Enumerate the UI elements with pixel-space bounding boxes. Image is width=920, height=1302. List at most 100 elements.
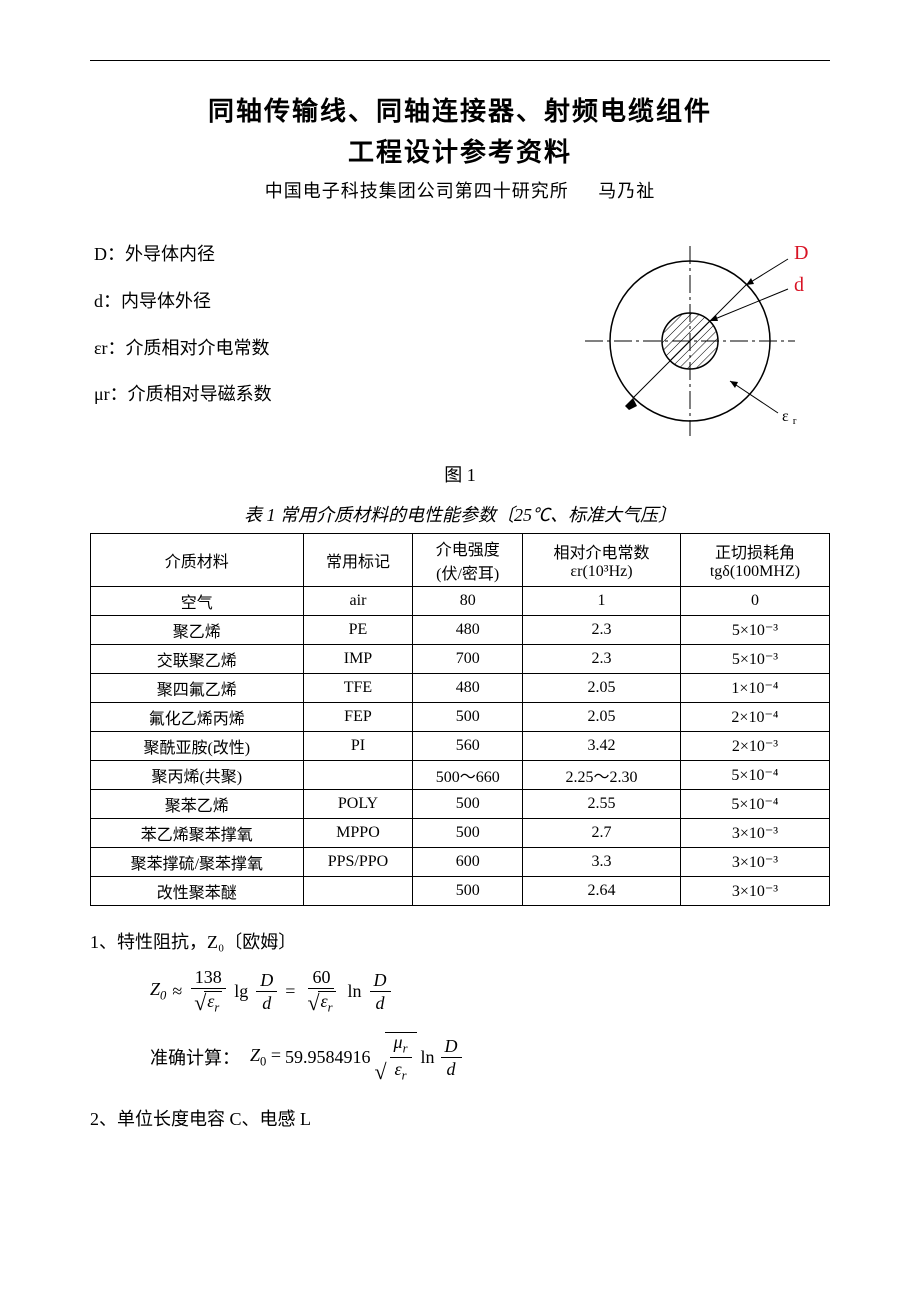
table-cell: 2.64 <box>523 877 681 906</box>
table-cell: 500 <box>413 703 523 732</box>
table-cell: 560 <box>413 732 523 761</box>
def-d: d：内导体外径 <box>94 278 570 325</box>
coax-diagram: D d ε r <box>570 231 830 451</box>
table-row: 聚苯撑硫/聚苯撑氧PPS/PPO6003.33×10⁻³ <box>91 848 830 877</box>
diagram-label-er: ε r <box>782 408 797 427</box>
table-cell: 3×10⁻³ <box>680 848 829 877</box>
table-cell: 2.05 <box>523 703 681 732</box>
fe-d: d <box>443 1058 460 1078</box>
table-cell: 5×10⁻⁴ <box>680 790 829 819</box>
th-ds-b: (伏/密耳) <box>417 560 518 584</box>
table-cell: 2.25～2.30 <box>523 761 681 790</box>
section-2: 2、单位长度电容 C、电感 L <box>90 1105 830 1131</box>
figure-caption: 图 1 <box>90 461 830 487</box>
f1-ln: ln <box>348 981 362 1002</box>
th-material: 介质材料 <box>91 534 304 587</box>
table-row: 改性聚苯醚5002.643×10⁻³ <box>91 877 830 906</box>
th-tg-b: tgδ(100MHZ) <box>685 563 825 581</box>
table-cell: 聚苯撑硫/聚苯撑氧 <box>91 848 304 877</box>
table-row: 空气air8010 <box>91 587 830 616</box>
table-cell: 5×10⁻⁴ <box>680 761 829 790</box>
exact-label: 准确计算： <box>150 1044 240 1070</box>
f1-60: 60 <box>308 968 334 989</box>
table-cell: 2.05 <box>523 674 681 703</box>
affiliation-line: 中国电子科技集团公司第四十研究所 马乃祉 <box>90 177 830 203</box>
definitions: D：外导体内径 d：内导体外径 εr：介质相对介电常数 μr：介质相对导磁系数 <box>90 231 570 418</box>
table-cell <box>303 877 413 906</box>
table-cell: 2.55 <box>523 790 681 819</box>
th-dielectric-strength: 介电强度 (伏/密耳) <box>413 534 523 587</box>
table-row: 聚苯乙烯POLY5002.555×10⁻⁴ <box>91 790 830 819</box>
th-tgd: 正切损耗角 tgδ(100MHZ) <box>680 534 829 587</box>
f1-138: 138 <box>191 968 226 989</box>
table-row: 聚丙烯(共聚) 500～6602.25～2.305×10⁻⁴ <box>91 761 830 790</box>
table-cell: 聚丙烯(共聚) <box>91 761 304 790</box>
author: 马乃祉 <box>598 181 655 201</box>
f1-lhs: Z0 <box>150 979 166 1004</box>
table-cell: 氟化乙烯丙烯 <box>91 703 304 732</box>
section-1: 1、特性阻抗，Z₀〔欧姆〕 <box>90 928 830 954</box>
table-cell: 聚酰亚胺(改性) <box>91 732 304 761</box>
f1-D: D <box>256 971 277 992</box>
table-cell: 3.3 <box>523 848 681 877</box>
table-cell: POLY <box>303 790 413 819</box>
diagram-label-D: D <box>794 242 808 264</box>
table-row: 氟化乙烯丙烯FEP5002.052×10⁻⁴ <box>91 703 830 732</box>
table-cell: 苯乙烯聚苯撑氧 <box>91 819 304 848</box>
f1-lg: lg <box>234 981 248 1002</box>
formula-z0-approx: Z0 ≈ 138 √εr lg D d = 60 √εr ln <box>150 968 830 1014</box>
th-er-a: 相对介电常数 <box>527 539 676 563</box>
table-cell: MPPO <box>303 819 413 848</box>
th-er: 相对介电常数 εr(10³Hz) <box>523 534 681 587</box>
table-cell: 2×10⁻⁴ <box>680 703 829 732</box>
table-cell: 聚乙烯 <box>91 616 304 645</box>
fe-D: D <box>441 1037 462 1058</box>
table-cell: 2.3 <box>523 616 681 645</box>
table-cell: 480 <box>413 674 523 703</box>
table-cell: 2.7 <box>523 819 681 848</box>
th-mark: 常用标记 <box>303 534 413 587</box>
table-cell <box>303 761 413 790</box>
th-er-b: εr(10³Hz) <box>527 563 676 581</box>
table-cell: 500～660 <box>413 761 523 790</box>
fe-ln: ln <box>421 1047 435 1068</box>
f1-d2: d <box>372 992 389 1012</box>
top-rule <box>90 60 830 61</box>
table-cell: 2×10⁻³ <box>680 732 829 761</box>
table-row: 交联聚乙烯IMP7002.35×10⁻³ <box>91 645 830 674</box>
table-cell: air <box>303 587 413 616</box>
table-row: 聚四氟乙烯TFE4802.051×10⁻⁴ <box>91 674 830 703</box>
table-cell: 500 <box>413 790 523 819</box>
formula-z0-exact: 准确计算： Z0 = 59.9584916 √ μr εr ln D d <box>150 1032 830 1082</box>
table-cell: 5×10⁻³ <box>680 616 829 645</box>
table-cell: 3×10⁻³ <box>680 819 829 848</box>
title-line1: 同轴传输线、同轴连接器、射频电缆组件 <box>90 91 830 128</box>
fe-coef: 59.9584916 <box>285 1047 371 1068</box>
table-cell: 空气 <box>91 587 304 616</box>
table-cell: 3.42 <box>523 732 681 761</box>
def-er: εr：介质相对介电常数 <box>94 325 570 372</box>
table-cell: IMP <box>303 645 413 674</box>
table-cell: 0 <box>680 587 829 616</box>
table-row: 苯乙烯聚苯撑氧MPPO5002.73×10⁻³ <box>91 819 830 848</box>
table-cell: 600 <box>413 848 523 877</box>
title-line2: 工程设计参考资料 <box>90 132 830 169</box>
table-cell: 改性聚苯醚 <box>91 877 304 906</box>
table-cell: 1 <box>523 587 681 616</box>
table-cell: PPS/PPO <box>303 848 413 877</box>
table-cell: TFE <box>303 674 413 703</box>
table-row: 聚乙烯PE4802.35×10⁻³ <box>91 616 830 645</box>
def-ur: μr：介质相对导磁系数 <box>94 371 570 418</box>
table-cell: 交联聚乙烯 <box>91 645 304 674</box>
table-cell: 1×10⁻⁴ <box>680 674 829 703</box>
th-tg-a: 正切损耗角 <box>685 539 825 563</box>
table-cell: 聚苯乙烯 <box>91 790 304 819</box>
diagram-label-d: d <box>794 274 804 296</box>
materials-table: 介质材料 常用标记 介电强度 (伏/密耳) 相对介电常数 εr(10³Hz) 正… <box>90 533 830 906</box>
table-row: 聚酰亚胺(改性)PI5603.422×10⁻³ <box>91 732 830 761</box>
table-cell: 480 <box>413 616 523 645</box>
f1-d: d <box>258 992 275 1012</box>
table-cell: PE <box>303 616 413 645</box>
table-caption: 表 1 常用介质材料的电性能参数〔25℃、标准大气压〕 <box>90 501 830 527</box>
table-cell: 聚四氟乙烯 <box>91 674 304 703</box>
